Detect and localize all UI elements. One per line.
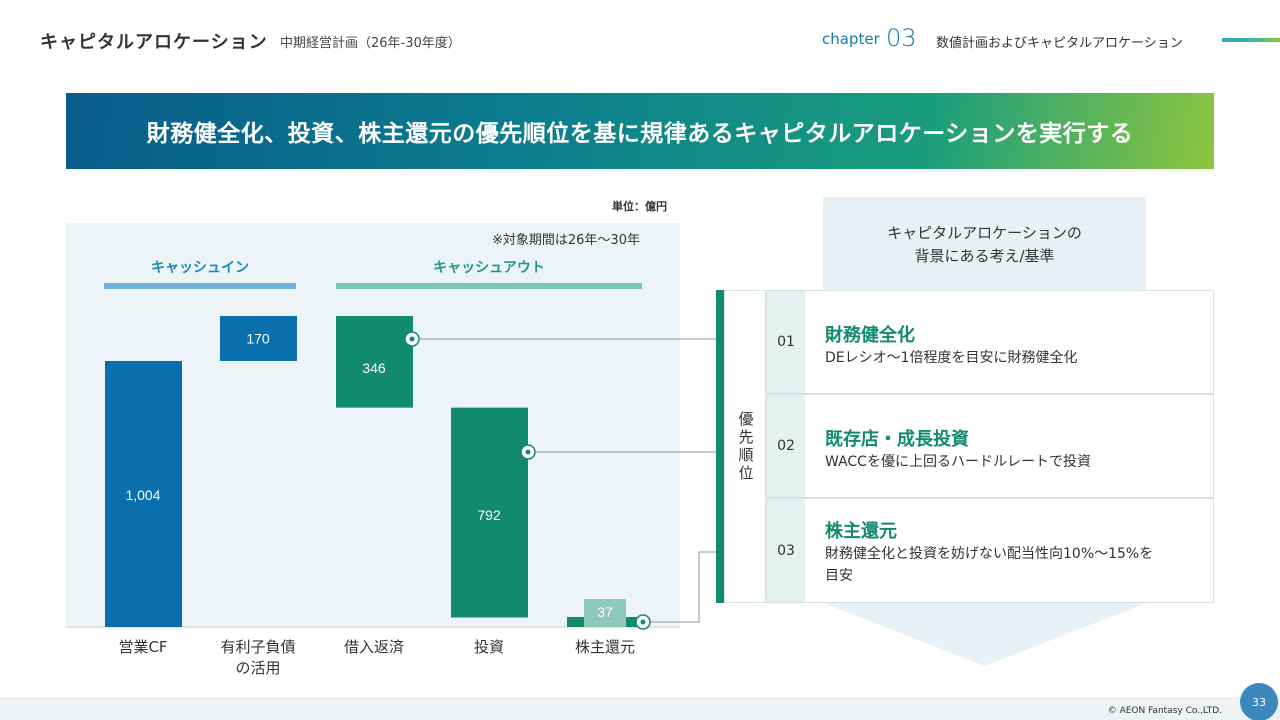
priority-row-desc: WACCを優に上回るハードルレートで投資: [825, 454, 1091, 470]
priority-label: 優先順位: [738, 410, 754, 482]
x-tick-label: 投資: [474, 638, 504, 656]
x-tick-label: 営業CF: [118, 638, 167, 656]
chart-unit: 単位：億円: [612, 200, 667, 213]
row-accent-2: [716, 396, 724, 498]
x-tick-label: 株主還元: [575, 638, 635, 656]
headline-banner: 財務健全化、投資、株主還元の優先順位を基に規律あるキャピタルアロケーションを実行…: [66, 93, 1214, 169]
bar-value-label: 170: [246, 330, 270, 346]
rationale-header-panel: [823, 197, 1146, 289]
priority-row-3: 03 株主還元 財務健全化と投資を妨げない配当性向10%〜15%を目安: [766, 498, 1214, 603]
page-title: キャピタルアロケーション: [40, 32, 268, 53]
cash-out-label: キャッシュアウト: [433, 260, 545, 276]
copyright: © AEON Fantasy Co.,LTD.: [1107, 706, 1222, 716]
bar-value-label: 37: [597, 604, 613, 620]
page-subtitle: 中期経営計画（26年-30年度）: [280, 36, 461, 51]
priority-row-2: 02 既存店・成長投資 WACCを優に上回るハードルレートで投資: [766, 394, 1214, 498]
rationale-title-line2: 背景にある考え/基準: [914, 247, 1055, 265]
headline-text: 財務健全化、投資、株主還元の優先順位を基に規律あるキャピタルアロケーションを実行…: [146, 121, 1134, 147]
header-accent-bar: [1222, 38, 1280, 42]
x-tick-label: 借入返済: [344, 638, 404, 656]
priority-row-number: 02: [767, 395, 805, 497]
bar-0: [105, 361, 182, 627]
chapter-label: chapter: [822, 30, 880, 48]
cash-in-label: キャッシュイン: [151, 260, 249, 276]
bar-1: [220, 315, 297, 361]
x-tick-label: の活用: [235, 659, 280, 677]
cash-out-bracket: [336, 283, 642, 289]
priority-box: [724, 290, 766, 603]
connector-investment-dot-center: [525, 449, 531, 455]
priority-row-title: 財務健全化: [825, 325, 915, 346]
priority-row-title: 株主還元: [825, 521, 897, 542]
section-title: 数値計画およびキャピタルアロケーション: [936, 36, 1183, 51]
connector-repayment-dot-center: [409, 336, 415, 342]
bar-value-label: 346: [362, 360, 386, 376]
rationale-title-line1: キャピタルアロケーションの: [887, 224, 1082, 242]
priority-row-number: 03: [767, 499, 805, 602]
bar-label-box: [584, 599, 626, 627]
row-accent-1: [716, 290, 724, 392]
connector-shareholder-dot-center: [640, 619, 646, 625]
bar-2: [336, 315, 413, 408]
bar-3: [451, 407, 528, 618]
priority-row-desc: 財務健全化と投資を妨げない配当性向10%〜15%を目安: [825, 546, 1154, 584]
chart-note: ※対象期間は26年〜30年: [492, 233, 640, 248]
cash-in-bracket: [104, 283, 296, 289]
bar-value-label: 792: [477, 507, 501, 523]
bar-value-label: 1,004: [125, 487, 160, 503]
priority-row-desc: DEレシオ〜1倍程度を目安に財務健全化: [825, 350, 1078, 366]
connector-shareholder: [643, 551, 716, 623]
x-tick-label: 有利子負債: [220, 638, 295, 656]
rationale-arrow-head: [823, 603, 1146, 666]
chapter-number: 03: [886, 24, 917, 52]
footer-bar: [0, 697, 1280, 720]
priority-row-title: 既存店・成長投資: [825, 429, 969, 450]
rationale-title: キャピタルアロケーションの 背景にある考え/基準: [823, 222, 1146, 268]
priority-row-number: 01: [767, 291, 805, 393]
page-number: 33: [1240, 683, 1278, 720]
row-accent-3: [716, 500, 724, 603]
priority-row-1: 01 財務健全化 DEレシオ〜1倍程度を目安に財務健全化: [766, 290, 1214, 394]
